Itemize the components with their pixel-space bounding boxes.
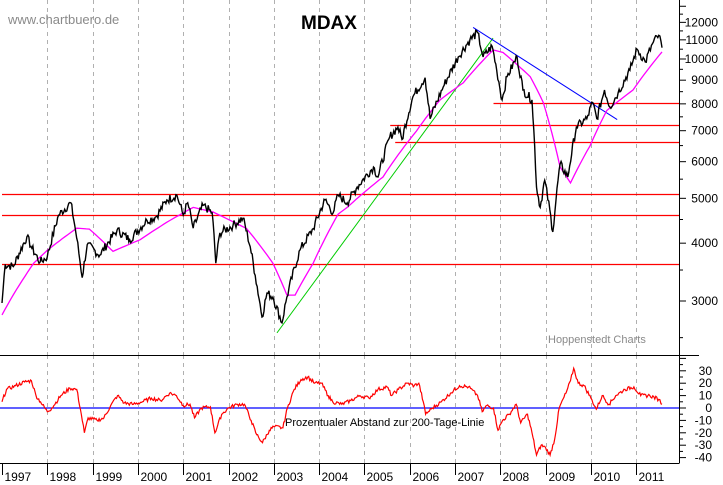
price-tick-label: 12000: [685, 15, 719, 29]
price-tick-label: 10000: [685, 52, 719, 66]
price-tick-label: 9000: [691, 73, 718, 87]
price-tick-label: 7000: [691, 124, 718, 138]
price-tick-label: 6000: [691, 155, 718, 169]
support-resistance-lines: [0, 102, 679, 409]
x-tick-label: 2006: [413, 470, 440, 484]
oscillator-tick-label: 20: [699, 376, 713, 390]
price-tick-label: 11000: [686, 33, 719, 47]
x-tick-label: 2010: [594, 470, 621, 484]
x-tick-label: 2009: [549, 470, 576, 484]
x-tick-label: 2002: [232, 470, 259, 484]
x-tick-label: 2007: [458, 470, 485, 484]
oscillator-tick-label: -30: [695, 438, 713, 452]
trend-lines: [276, 27, 618, 334]
price-tick-label: 4000: [691, 236, 718, 250]
oscillator-tick-label: 0: [705, 401, 712, 415]
uptrend-trend-line: [276, 37, 494, 334]
x-tick-label: 2008: [503, 470, 530, 484]
x-tick-label: 1998: [50, 470, 77, 484]
downtrend-trend-line: [472, 27, 618, 120]
series-group: [1, 29, 663, 458]
x-tick-label: 2000: [141, 470, 168, 484]
oscillator-tick-label: -20: [695, 426, 713, 440]
price-tick-label: 8000: [691, 97, 718, 111]
year-gridlines: [47, 0, 637, 463]
x-tick-label: 2011: [639, 470, 665, 484]
oscillator-tick-label: 10: [699, 389, 713, 403]
price-tick-label: 5000: [691, 191, 718, 205]
x-tick-label: 1997: [5, 470, 32, 484]
x-tick-label: 1999: [96, 470, 123, 484]
price-line: [1, 29, 663, 325]
x-tick-label: 2001: [186, 470, 213, 484]
source-label: Hoppenstedt Charts: [548, 334, 646, 346]
x-tick-label: 2003: [277, 470, 304, 484]
oscillator-label: Prozentualer Abstand zur 200-Tage-Linie: [285, 417, 484, 429]
chart-title: MDAX: [301, 13, 357, 34]
oscillator-tick-label: 30: [699, 364, 713, 378]
oscillator-line: [1, 366, 663, 458]
moving-average-line: [1, 49, 663, 316]
oscillator-tick-label: -10: [695, 413, 713, 427]
price-tick-label: 3000: [691, 294, 718, 308]
oscillator-tick-label: -40: [695, 451, 713, 465]
watermark: www.chartbuero.de: [7, 12, 119, 27]
x-tick-label: 2004: [322, 470, 349, 484]
x-tick-label: 2005: [367, 470, 394, 484]
